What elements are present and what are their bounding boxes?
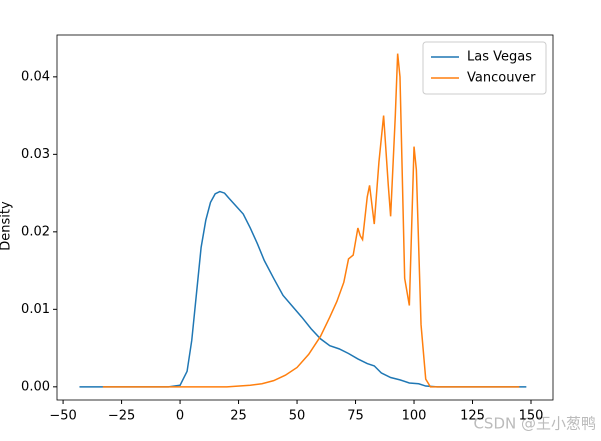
legend-box	[422, 41, 547, 95]
x-tick-label: 150	[519, 409, 544, 424]
x-tick-label: −50	[49, 409, 76, 424]
legend-label: Vancouver	[467, 71, 536, 86]
y-tick-label: 0.00	[21, 379, 50, 394]
series-line	[79, 190, 527, 388]
x-tick-label: 100	[402, 409, 427, 424]
y-tick-label: 0.02	[21, 224, 50, 239]
y-tick-label: 0.03	[21, 147, 50, 162]
plot-frame	[56, 34, 554, 401]
series-line	[102, 53, 520, 388]
y-axis-label: Density	[0, 201, 14, 251]
y-tick-label: 0.04	[21, 69, 50, 84]
y-tick-label: 0.01	[21, 302, 50, 317]
watermark: CSDN @王小葱鸭	[473, 415, 596, 433]
x-tick-label: 50	[289, 409, 306, 424]
x-tick-label: 75	[347, 409, 364, 424]
legend-label: Las Vegas	[467, 50, 532, 65]
x-tick-label: −25	[108, 409, 135, 424]
x-tick-label: 125	[460, 409, 485, 424]
x-tick-label: 0	[176, 409, 184, 424]
x-tick-label: 25	[230, 409, 247, 424]
